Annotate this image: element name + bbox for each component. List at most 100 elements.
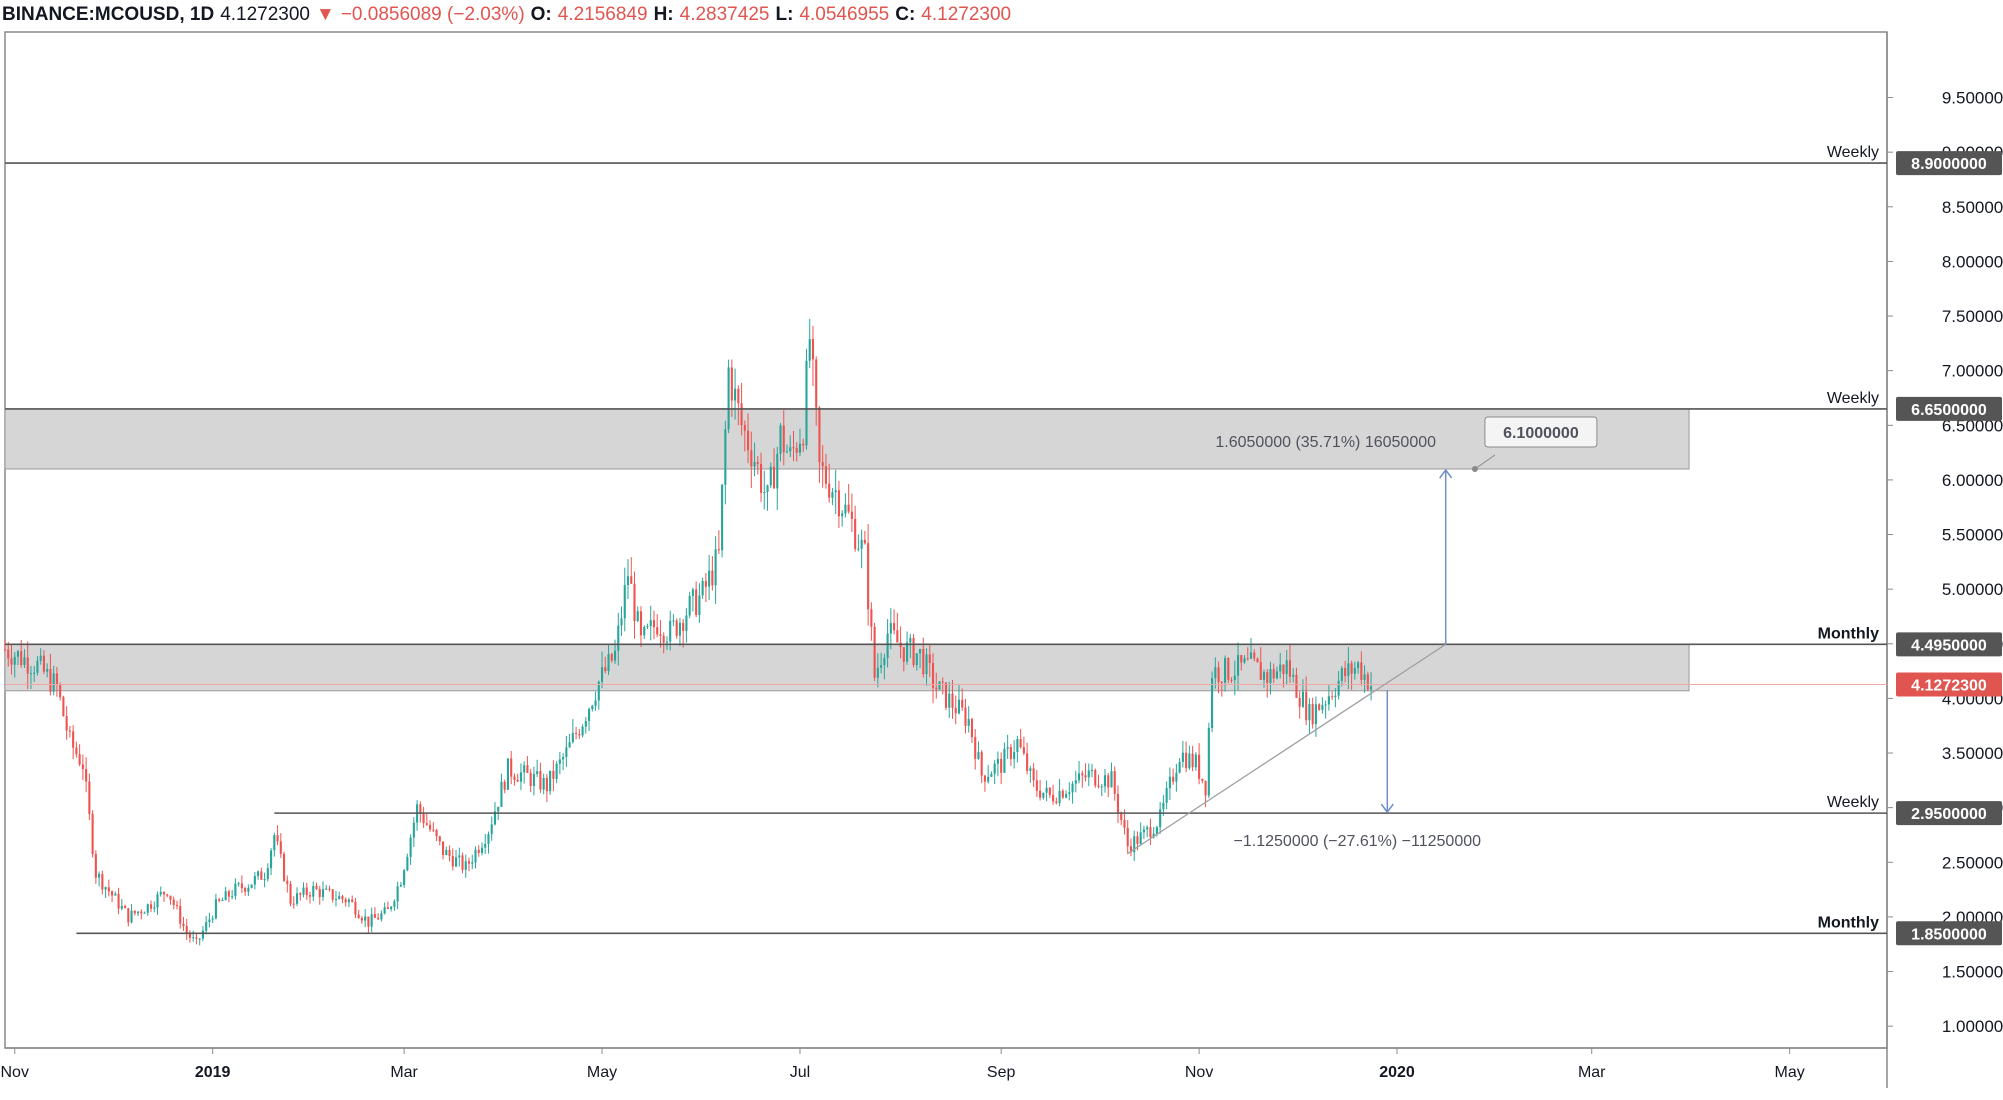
candle-body (338, 896, 341, 900)
candle-body (1220, 681, 1223, 683)
candle-body (987, 776, 990, 782)
candle-body (747, 430, 750, 451)
candle-body (669, 620, 672, 642)
candle-body (471, 862, 474, 864)
y-tick-label: 3.5000000 (1942, 744, 2003, 763)
candle-body (759, 464, 763, 493)
candle-body (1360, 662, 1363, 680)
candle-body (782, 425, 785, 453)
candle-body (886, 633, 889, 658)
candle-body (662, 635, 665, 643)
candle-body (1191, 753, 1194, 768)
candle-body (935, 687, 938, 690)
candle-body (1288, 660, 1292, 677)
candle-body (127, 908, 130, 923)
candle-body (218, 899, 221, 901)
candle-body (445, 849, 448, 856)
candle-body (292, 903, 295, 905)
candle-body (931, 663, 935, 688)
candle-body (380, 913, 383, 920)
candle-body (873, 626, 876, 678)
candle-body (1097, 785, 1100, 787)
candle-body (549, 770, 552, 792)
candle-body (571, 733, 574, 743)
candle-body (1314, 704, 1317, 725)
close-label: C: (895, 4, 916, 25)
candle-body (854, 518, 857, 549)
candle-body (954, 707, 957, 714)
level-price-badge-text: 8.9000000 (1911, 156, 1987, 173)
close-value: 4.1272300 (921, 4, 1012, 25)
candle-body (519, 772, 522, 782)
candle-body (111, 891, 114, 896)
candle-body (101, 873, 104, 890)
y-tick-label: 6.0000000 (1942, 471, 2003, 490)
candle-body (247, 887, 250, 892)
x-tick-label: Nov (1185, 1064, 1213, 1081)
y-tick-label: 8.0000000 (1942, 252, 2003, 271)
candle-body (1295, 674, 1298, 698)
drawings-layer: 1.6050000 (35.71%) 16050000 6.1000000 −1.1… (1127, 416, 1598, 855)
high-label: H: (653, 4, 674, 25)
chart-header: BINANCE:MCOUSD, 1D 4.1272300 ▼ −0.085608… (0, 0, 2003, 30)
candle-body (107, 887, 110, 892)
candle-body (487, 834, 490, 844)
candle-body (766, 485, 769, 493)
x-tick-label: Jul (790, 1064, 810, 1081)
candle-body (432, 829, 435, 831)
candle-body (701, 580, 704, 596)
candle-body (16, 651, 20, 657)
candle-body (834, 490, 837, 493)
candle-body (201, 930, 204, 939)
level-price-badge (1896, 921, 2002, 946)
candle-body (1207, 728, 1210, 796)
candle-body (114, 893, 117, 896)
candle-body (20, 651, 23, 666)
candle-body (412, 822, 415, 838)
candle-body (94, 854, 97, 878)
candle-body (75, 747, 78, 755)
candle-body (425, 823, 428, 825)
candle-body (1084, 775, 1087, 778)
candle-body (730, 367, 733, 401)
time-axis: Nov 2019 Mar May Jul Sep Nov 2020 Mar May (1, 1048, 1805, 1081)
candle-body (1301, 691, 1304, 707)
candle-body (208, 919, 211, 922)
candle-body (364, 916, 367, 921)
candle-body (221, 900, 224, 902)
candle-body (763, 492, 766, 494)
candle-body (1090, 769, 1094, 771)
level-label: Monthly (1818, 625, 1879, 642)
candle-body (318, 889, 321, 898)
candle-body (896, 630, 899, 643)
candle-body (85, 769, 88, 782)
candle-body (263, 879, 266, 881)
candle-body (1217, 667, 1220, 682)
candle-body (808, 339, 811, 361)
candle-body (636, 611, 639, 622)
candle-body (42, 655, 45, 672)
candle-body (555, 763, 558, 779)
candle-body (130, 910, 133, 923)
candle-body (659, 634, 662, 636)
candle-body (727, 367, 730, 430)
candle-body (406, 856, 409, 871)
candle-body (1318, 704, 1321, 710)
candle-body (510, 758, 513, 777)
candle-body (52, 673, 55, 692)
candle-body (1204, 780, 1207, 796)
candle-body (542, 777, 545, 790)
x-tick-label: 2020 (1379, 1064, 1415, 1081)
candle-body (1146, 827, 1149, 830)
candle-body (1103, 775, 1107, 787)
candle-body (386, 907, 389, 910)
measure-down-arrow (1380, 803, 1394, 814)
price-chart[interactable]: Weekly Weekly Monthly Weekly Monthly 1.60500… (0, 30, 2003, 1100)
candle-body (941, 681, 944, 683)
candle-body (1113, 771, 1116, 794)
zones-layer (4, 408, 1690, 692)
candle-body (918, 649, 922, 654)
candle-body (162, 891, 166, 895)
y-tick-label: 1.5000000 (1942, 963, 2003, 982)
candle-body (876, 667, 879, 678)
